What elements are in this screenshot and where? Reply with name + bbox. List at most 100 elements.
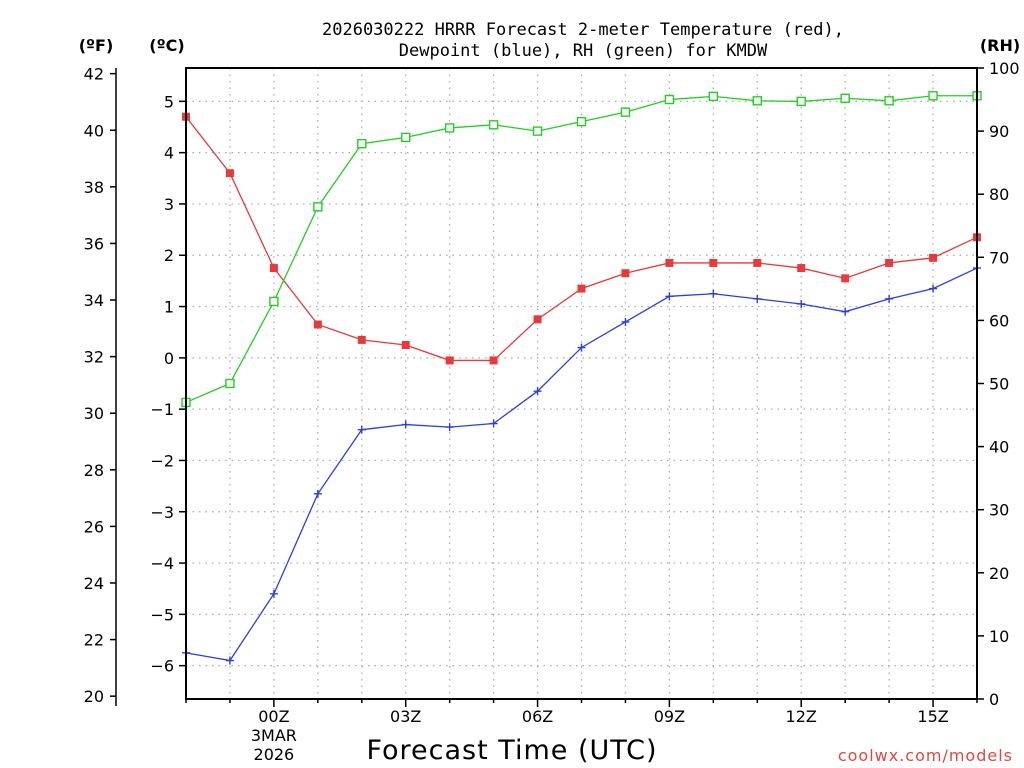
rh-point	[488, 120, 499, 130]
credit-label: coolwx.com/models	[838, 746, 1013, 765]
temperature-point	[753, 258, 762, 267]
temperature-point	[489, 356, 498, 365]
celsius-tick-label: −3	[150, 503, 174, 522]
rh-tick-label: 10	[989, 627, 1009, 646]
dewpoint-point	[929, 284, 938, 293]
x-tick-label: 15Z	[917, 707, 948, 726]
rh-tick-label: 100	[989, 59, 1020, 78]
rh-point	[840, 93, 850, 103]
temperature-point	[665, 258, 674, 267]
temperature-point	[269, 264, 278, 273]
rh-point	[708, 91, 719, 102]
rh-series-line	[185, 95, 977, 404]
x-tick-label: 03Z	[390, 707, 421, 726]
dewpoint-point	[665, 292, 674, 301]
x-tick-label: 06Z	[522, 707, 553, 726]
dewpoint-point	[313, 489, 322, 498]
celsius-tick-label: 0	[164, 349, 174, 368]
rh-point	[620, 107, 631, 117]
dewpoint-point	[445, 423, 454, 432]
dewpoint-point	[269, 589, 278, 598]
temperature-point	[357, 335, 366, 344]
dewpoint-point	[797, 299, 806, 308]
fahrenheit-tick-label: 22	[84, 631, 104, 650]
celsius-tick-label: 3	[164, 195, 174, 214]
dewpoint-point	[225, 656, 234, 665]
rh-tick-label: 70	[989, 248, 1009, 267]
rh-point	[401, 132, 411, 143]
x-axis-label: Forecast Time (UTC)	[366, 735, 657, 766]
rh-point	[357, 139, 367, 149]
dewpoint-point	[489, 419, 498, 428]
temperature-point	[533, 315, 542, 324]
x-tick-year-label: 2026	[254, 745, 295, 764]
celsius-tick-label: −2	[150, 451, 174, 470]
temperature-point	[885, 258, 894, 267]
temperature-point	[929, 253, 938, 262]
rh-point	[313, 202, 323, 212]
rh-point	[752, 96, 762, 106]
rh-tick-label: 0	[989, 690, 999, 709]
fahrenheit-tick-label: 36	[84, 234, 104, 253]
rh-tick-label: 90	[989, 122, 1009, 141]
fahrenheit-tick-label: 20	[84, 687, 104, 706]
celsius-tick-label: 5	[164, 92, 174, 111]
temperature-point	[621, 269, 630, 278]
rh-point	[796, 96, 806, 107]
celsius-tick-label: −5	[150, 605, 174, 624]
dewpoint-point	[841, 307, 850, 316]
rh-point	[576, 116, 587, 127]
plot-frame	[185, 67, 978, 700]
temperature-point	[401, 341, 410, 350]
dewpoint-point	[621, 317, 630, 326]
dewpoint-point	[709, 289, 718, 298]
fahrenheit-tick-label: 26	[84, 517, 104, 536]
rh-point	[225, 378, 235, 389]
rh-point	[928, 91, 938, 101]
chart-title-line-1: 2026030222 HRRR Forecast 2-meter Tempera…	[322, 20, 844, 40]
rh-tick-label: 80	[989, 185, 1009, 204]
dewpoint-point	[533, 387, 542, 396]
dewpoint-point	[753, 294, 762, 303]
fahrenheit-tick-label: 32	[84, 348, 104, 367]
rh-tick-label: 50	[989, 375, 1009, 394]
celsius-tick-label: −6	[150, 657, 174, 676]
rh-tick-label: 30	[989, 501, 1009, 520]
dewpoint-point	[885, 294, 894, 303]
temperature-point	[709, 258, 718, 267]
dewpoint-point	[577, 343, 586, 352]
x-tick-label: 09Z	[654, 707, 685, 726]
series-layer	[181, 91, 982, 665]
rh-tick-label: 20	[989, 564, 1009, 583]
fahrenheit-tick-label: 38	[84, 178, 104, 197]
celsius-unit-label: (ºC)	[149, 36, 184, 55]
rh-tick-label: 40	[989, 438, 1009, 457]
fahrenheit-unit-label: (ºF)	[79, 36, 114, 55]
rh-unit-label: (RH)	[980, 36, 1020, 55]
x-tick-label: 12Z	[786, 707, 817, 726]
temperature-point	[225, 169, 234, 178]
celsius-tick-label: 4	[164, 144, 174, 163]
rh-point	[444, 123, 455, 133]
celsius-tick-label: 2	[164, 246, 174, 265]
rh-tick-label: 60	[989, 311, 1009, 330]
rh-point	[532, 126, 543, 136]
fahrenheit-tick-label: 24	[84, 574, 104, 593]
fahrenheit-tick-label: 30	[84, 404, 104, 423]
fahrenheit-tick-label: 40	[84, 121, 104, 140]
temperature-point	[577, 284, 586, 293]
dewpoint-point	[357, 425, 366, 434]
grid	[186, 68, 977, 699]
chart-title-line-2: Dewpoint (blue), RH (green) for KMDW	[399, 41, 768, 61]
temperature-point	[797, 264, 806, 273]
rh-point	[884, 96, 894, 106]
temperature-point	[445, 356, 454, 365]
celsius-tick-label: −4	[150, 554, 174, 573]
axes: 202224262830323436384042−6−5−4−3−2−10123…	[84, 59, 1020, 764]
temperature-point	[313, 320, 322, 329]
x-tick-label: 00Z	[258, 707, 289, 726]
celsius-tick-label: 1	[164, 298, 174, 317]
temperature-point	[841, 274, 850, 283]
rh-point	[664, 94, 675, 105]
